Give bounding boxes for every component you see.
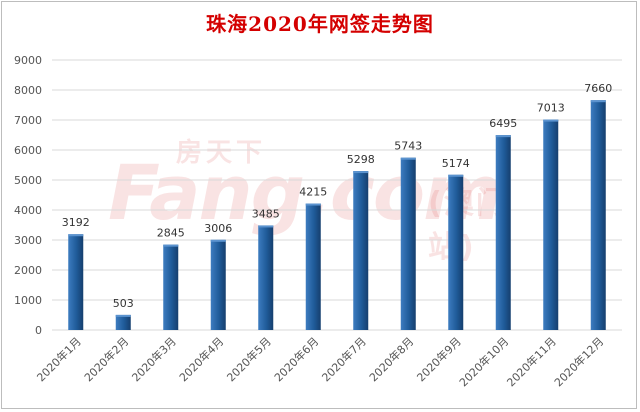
x-tick-label: 2020年6月 (271, 334, 321, 384)
x-tick-label: 2020年11月 (504, 334, 559, 389)
bar-cap (495, 135, 511, 138)
bar (543, 119, 559, 330)
y-tick-label: 5000 (14, 174, 42, 187)
bar-cap (400, 157, 416, 160)
bar (210, 239, 226, 330)
data-label: 5743 (394, 140, 422, 153)
bar (590, 100, 606, 330)
bar (258, 225, 274, 330)
y-tick-label: 1000 (14, 294, 42, 307)
y-axis: 0 1000 2000 3000 4000 5000 6000 7000 8000 9000 (14, 54, 42, 337)
data-label: 7660 (584, 82, 612, 95)
data-label: 3485 (252, 207, 280, 220)
y-tick-label: 9000 (14, 54, 42, 67)
y-tick-label: 0 (35, 324, 42, 337)
x-axis: 2020年1月2020年2月2020年3月2020年4月2020年5月2020年… (34, 334, 607, 389)
x-tick-label: 2020年1月 (34, 334, 84, 384)
bars (68, 100, 606, 330)
chart-title: 珠海2020年网签走势图 (206, 12, 434, 36)
bar (353, 171, 369, 330)
bar-cap (258, 225, 274, 228)
data-label: 4215 (299, 186, 327, 199)
data-label: 503 (113, 297, 134, 310)
bar-cap (448, 174, 464, 177)
x-tick-label: 2020年3月 (129, 334, 179, 384)
data-label: 5174 (442, 157, 470, 170)
x-tick-label: 2020年12月 (551, 334, 606, 389)
bar-cap (305, 203, 321, 206)
bar (115, 314, 131, 330)
bar (68, 234, 84, 330)
data-label: 2845 (157, 227, 185, 240)
data-label: 3006 (204, 222, 232, 235)
data-label: 5298 (347, 153, 375, 166)
bar-cap (543, 119, 559, 122)
bar-cap (115, 314, 131, 317)
bar-cap (163, 244, 179, 247)
bar (448, 174, 464, 330)
x-tick-label: 2020年5月 (224, 334, 274, 384)
gridlines (52, 59, 622, 331)
x-tick-label: 2020年7月 (319, 334, 369, 384)
y-tick-label: 7000 (14, 114, 42, 127)
data-label: 6495 (489, 117, 517, 130)
bar (163, 244, 179, 330)
bar (400, 157, 416, 330)
bar-cap (353, 171, 369, 174)
x-tick-label: 2020年2月 (81, 334, 131, 384)
y-tick-label: 8000 (14, 84, 42, 97)
bar-cap (68, 234, 84, 237)
x-tick-label: 2020年4月 (176, 334, 226, 384)
y-tick-label: 3000 (14, 234, 42, 247)
bar-cap (210, 239, 226, 242)
x-tick-label: 2020年9月 (414, 334, 464, 384)
y-tick-label: 6000 (14, 144, 42, 157)
data-label: 7013 (537, 102, 565, 115)
x-tick-label: 2020年10月 (456, 334, 511, 389)
bar-cap (590, 100, 606, 103)
bar (495, 135, 511, 330)
bar (305, 203, 321, 330)
data-labels: 3192 503 2845 3006 3485 4215 5298 5743 5174 6495 7… (62, 82, 613, 310)
y-tick-label: 4000 (14, 204, 42, 217)
x-tick-label: 2020年8月 (366, 334, 416, 384)
data-label: 3192 (62, 216, 90, 229)
y-tick-label: 2000 (14, 264, 42, 277)
